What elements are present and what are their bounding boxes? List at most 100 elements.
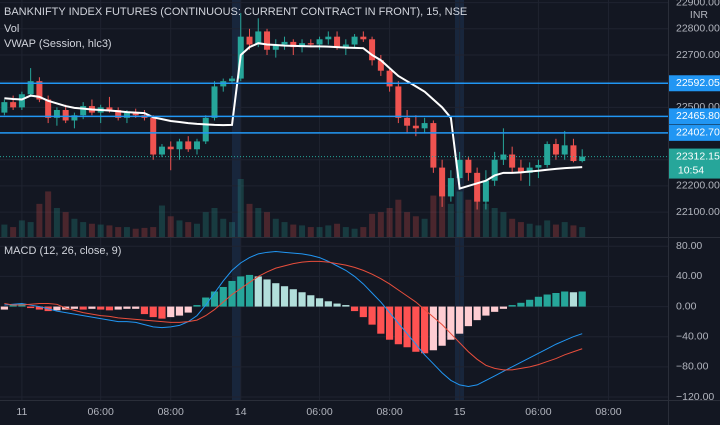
candle-body xyxy=(10,102,17,108)
y-tick-label: −120.00 xyxy=(676,391,714,403)
x-tick-label: 15 xyxy=(454,406,466,418)
volume-bar xyxy=(176,220,183,237)
price-label-box xyxy=(669,124,720,141)
currency-bg xyxy=(676,8,716,22)
histogram-bar xyxy=(79,306,87,310)
histogram-bar xyxy=(377,306,385,334)
histogram-bar xyxy=(27,306,35,309)
histogram-bar xyxy=(324,301,332,307)
histogram-bar xyxy=(429,306,437,351)
histogram-bar xyxy=(35,306,43,310)
histogram-bar xyxy=(421,306,429,354)
session-highlight xyxy=(232,0,241,400)
candle-body xyxy=(150,117,157,155)
volume-bar xyxy=(360,227,367,237)
histogram-bar xyxy=(508,305,516,307)
candle-body xyxy=(447,178,454,197)
candle-body xyxy=(325,36,332,40)
candle-body xyxy=(342,44,349,48)
y-tick-label: 40.00 xyxy=(676,270,702,282)
volume-bar xyxy=(482,203,489,237)
volume-bar xyxy=(456,191,463,237)
volume-bar xyxy=(491,208,498,237)
volume-label: Vol xyxy=(4,23,19,35)
volume-bar xyxy=(10,227,17,237)
candle-body xyxy=(71,115,78,121)
candle-body xyxy=(456,159,463,179)
histogram-bar xyxy=(403,306,411,348)
volume-bar xyxy=(421,218,428,237)
price-label: 22402.70 xyxy=(676,127,720,139)
x-tick-label: 08:00 xyxy=(376,406,402,418)
macd-series-line xyxy=(4,251,583,387)
histogram-bar xyxy=(552,293,560,307)
candle-body xyxy=(193,141,200,150)
histogram-bar xyxy=(464,306,472,327)
volume-bar xyxy=(132,228,139,237)
candle-body xyxy=(255,31,262,45)
histogram-bar xyxy=(298,292,306,307)
candle-body xyxy=(202,117,209,142)
candle-body xyxy=(167,146,174,150)
volume-bar xyxy=(509,218,516,237)
histogram-bar xyxy=(368,306,376,325)
volume-bar xyxy=(220,218,227,237)
volume-bar xyxy=(158,205,165,237)
x-tick-label: 08:00 xyxy=(595,406,621,418)
candle-body xyxy=(561,145,568,155)
volume-bar xyxy=(404,212,411,237)
candle-body xyxy=(246,36,253,45)
volume-bar xyxy=(290,224,297,237)
plot xyxy=(0,13,668,387)
axes: 22900.0022800.0022700.0022600.0022500.00… xyxy=(16,0,720,418)
candle-body xyxy=(290,41,297,48)
volume-bar xyxy=(439,187,446,237)
volume-bar xyxy=(62,212,69,237)
candle-body xyxy=(229,78,236,82)
candle-body xyxy=(106,107,113,110)
candle-body xyxy=(272,44,279,50)
volume-bar xyxy=(570,225,577,237)
histogram-bar xyxy=(167,306,175,318)
vwap-label: VWAP (Session, hlc3) xyxy=(4,38,112,50)
volume-bar xyxy=(351,228,358,237)
volume-bar xyxy=(369,213,376,237)
histogram-bar xyxy=(0,306,8,310)
volume-bar xyxy=(255,208,262,237)
volume-bar xyxy=(281,222,288,237)
volume-bar xyxy=(167,216,174,237)
volume-bar xyxy=(141,227,148,237)
last-price-box xyxy=(669,148,720,179)
histogram-bar xyxy=(280,286,289,307)
histogram-bar xyxy=(315,298,324,307)
histogram-bar xyxy=(333,303,341,307)
candle-body xyxy=(45,99,52,118)
y-tick-label: −80.00 xyxy=(676,361,709,373)
histogram-bar xyxy=(193,305,201,307)
x-tick-label: 06:00 xyxy=(306,406,332,418)
histogram-bar xyxy=(132,306,140,309)
volume-bar xyxy=(412,216,419,237)
volume-bar xyxy=(193,223,200,237)
chart-title: BANKNIFTY INDEX FUTURES (CONTINUOUS: CUR… xyxy=(4,6,467,18)
histogram-bar xyxy=(88,306,96,309)
macd-series-line xyxy=(4,260,583,371)
histogram-bar xyxy=(254,276,262,307)
volume-bar xyxy=(500,212,507,237)
x-tick-label: 11 xyxy=(16,406,27,418)
histogram-bar xyxy=(526,299,534,307)
volume-bar xyxy=(36,203,43,237)
volume-bar xyxy=(211,208,218,237)
y-tick-label: 22100.00 xyxy=(676,206,720,218)
candle-body xyxy=(395,86,402,118)
countdown: 10:54 xyxy=(678,164,704,176)
candle-body xyxy=(552,144,559,155)
volume-bar xyxy=(386,208,393,237)
volume-bar xyxy=(27,222,34,237)
candle-body xyxy=(334,36,341,48)
volume-bar xyxy=(552,224,559,237)
histogram-bar xyxy=(342,305,350,307)
candle-body xyxy=(517,167,524,173)
candle-body xyxy=(36,81,43,100)
